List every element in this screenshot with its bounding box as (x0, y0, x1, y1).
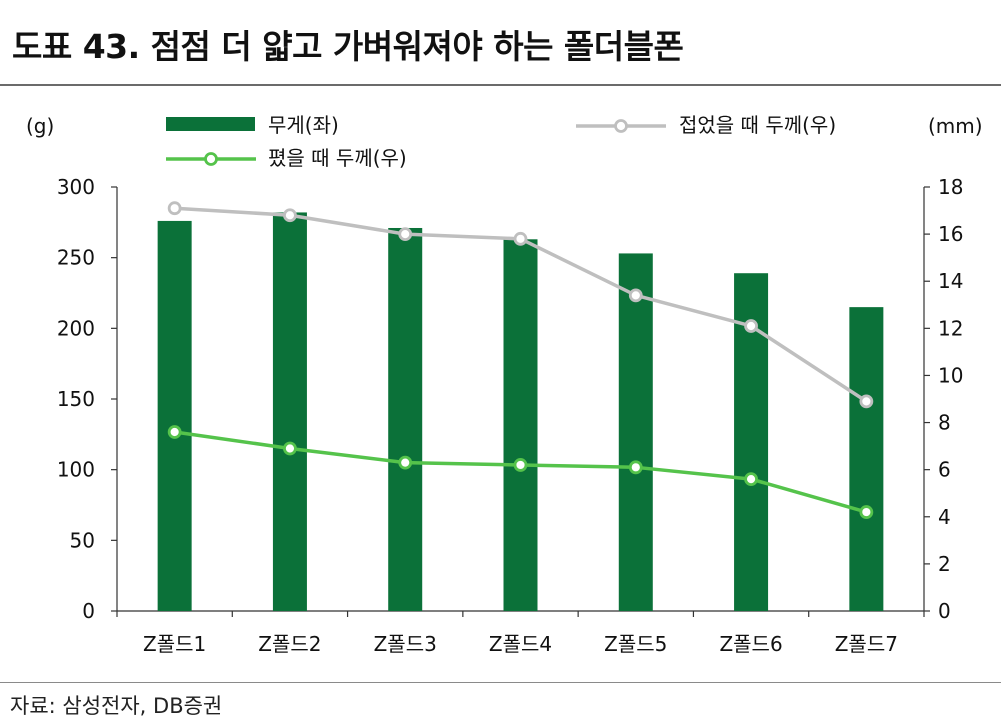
bar (388, 227, 423, 611)
y-right-tick-label: 4 (938, 505, 951, 529)
bar (503, 239, 538, 611)
folded-thickness-point (513, 231, 528, 246)
unfolded-thickness-point (859, 505, 874, 519)
title-divider (0, 84, 1001, 86)
folded-thickness-point (859, 394, 874, 409)
x-tick-label: Z폴드2 (258, 632, 321, 656)
legend-label-weight: 무게(좌) (268, 113, 339, 137)
unfolded-thickness-point (744, 472, 758, 486)
x-tick-label: Z폴드1 (143, 632, 206, 656)
bar-series (157, 212, 884, 612)
unfolded-thickness-point (167, 425, 182, 439)
legend-marker-folded (614, 119, 628, 133)
unfolded-thickness-point (628, 460, 643, 475)
y-right-tick-label: 18 (938, 175, 963, 199)
y-left-tick-label: 300 (57, 175, 95, 199)
y-left-tick-label: 250 (57, 246, 95, 270)
legend-swatch-weight (166, 117, 255, 131)
y-right-tick-label: 16 (938, 222, 963, 246)
x-tick-label: Z폴드7 (835, 632, 898, 656)
y-left-tick-label: 150 (57, 387, 95, 411)
x-tick-label: Z폴드4 (489, 632, 552, 656)
source-note: 자료: 삼성전자, DB증권 (10, 694, 223, 718)
unfolded-thickness-point (283, 441, 297, 456)
y-left-axis-label: (g) (26, 114, 54, 138)
legend-label-folded: 접었을 때 두께(우) (679, 113, 836, 137)
y-right-tick-label: 2 (938, 552, 951, 576)
folded-thickness-point (744, 319, 758, 333)
y-right-tick-label: 12 (938, 316, 963, 340)
folded-thickness-point (628, 288, 643, 303)
legend-label-unfolded: 폈을 때 두께(우) (268, 146, 407, 170)
y-left-tick-label: 100 (57, 458, 95, 482)
y-right-tick-label: 6 (938, 458, 951, 482)
folded-thickness-point (283, 208, 297, 223)
y-right-tick-label: 10 (938, 363, 963, 387)
legend-marker-unfolded (204, 152, 218, 166)
y-right-tick-label: 14 (938, 269, 963, 293)
y-right-axis-label: (mm) (928, 114, 983, 138)
chart-legend: 무게(좌) 접었을 때 두께(우) 폈을 때 두께(우) (166, 113, 836, 170)
y-left-tick-label: 50 (70, 528, 95, 552)
y-left-tick-label: 0 (82, 599, 95, 623)
line-series (167, 201, 874, 519)
bar (849, 307, 884, 611)
folded-thickness-point (167, 201, 182, 216)
page-title: 도표 43. 점점 더 얇고 가벼워져야 하는 폴더블폰 (12, 27, 684, 66)
folded-thickness-point (398, 227, 413, 242)
x-tick-label: Z폴드6 (719, 632, 782, 656)
chart-axes: 0 50 100 150 200 250 300 0 2 4 6 8 10 12 14 16 18 Z폴드1 Z폴드… (26, 114, 983, 656)
source-divider (0, 682, 1001, 683)
bar (272, 212, 307, 611)
unfolded-thickness-point (398, 455, 413, 470)
y-right-tick-label: 8 (938, 411, 951, 435)
x-tick-label: Z폴드5 (604, 632, 667, 656)
y-right-tick-label: 0 (938, 599, 951, 623)
bar (618, 253, 653, 611)
bar (157, 220, 192, 612)
x-tick-label: Z폴드3 (374, 632, 437, 656)
chart: 0 50 100 150 200 250 300 0 2 4 6 8 10 12 14 16 18 Z폴드1 Z폴드… (26, 113, 983, 656)
y-left-tick-label: 200 (57, 316, 95, 340)
unfolded-thickness-point (513, 458, 528, 472)
